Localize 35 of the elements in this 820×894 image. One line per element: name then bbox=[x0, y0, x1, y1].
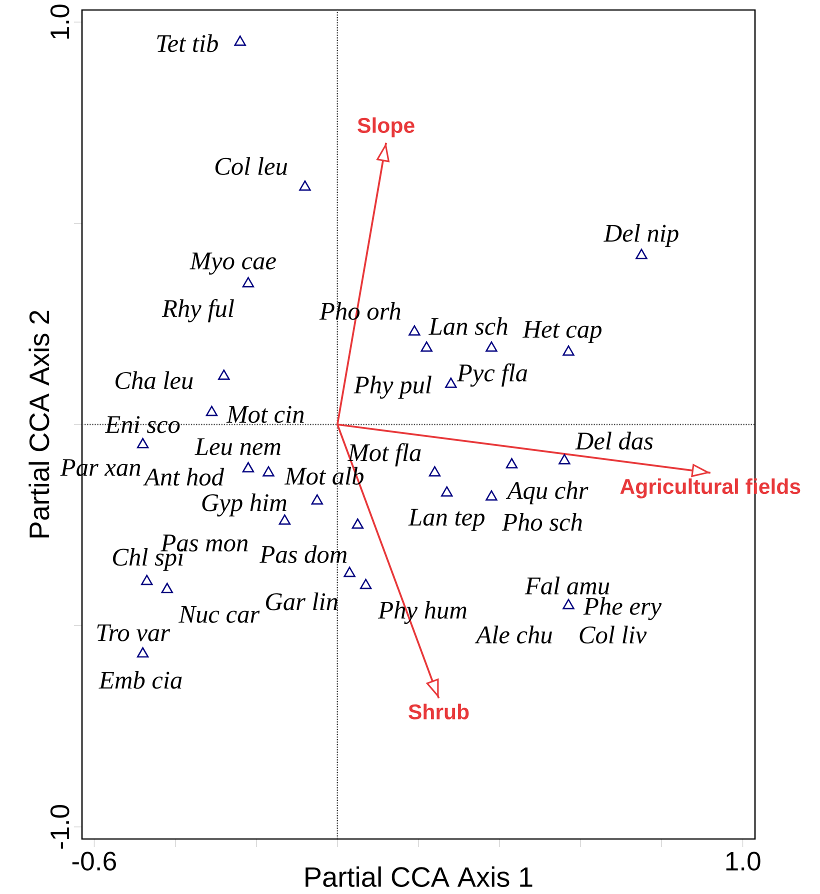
annotation: Mot cin bbox=[226, 406, 304, 423]
annotation: Phe ery bbox=[583, 597, 662, 620]
annotation: Gyp him bbox=[202, 493, 286, 516]
annotation: Col leu bbox=[215, 157, 288, 175]
annotation: Tro var bbox=[97, 624, 170, 642]
annotation: Ant hod bbox=[143, 468, 224, 486]
y-axis-title: Partial CCA Axis 2 bbox=[28, 310, 50, 538]
annotation: Rhy ful bbox=[162, 298, 234, 322]
annotation: Phy pul bbox=[354, 376, 432, 399]
annotation: Slope bbox=[358, 117, 414, 138]
x-tick-label: -0.6 bbox=[72, 852, 116, 871]
annotation: Lan sch bbox=[428, 317, 508, 335]
annotation: Fal amu bbox=[524, 576, 610, 595]
x-axis-title: Partial CCA Axis 1 bbox=[306, 866, 532, 887]
annotation: Leu nem bbox=[194, 438, 280, 456]
annotation: Cha leu bbox=[116, 371, 193, 390]
annotation: Pas dom bbox=[260, 545, 347, 564]
annotation: Shrub bbox=[408, 704, 469, 720]
annotation: Myo cae bbox=[190, 252, 276, 275]
annotation: Pho sch bbox=[502, 513, 582, 531]
annotation: Del das bbox=[575, 432, 653, 450]
annotation: Col liv bbox=[580, 626, 647, 644]
annotation: Tet tib bbox=[157, 34, 218, 52]
annotation: Ale chu bbox=[474, 626, 552, 644]
annotation: Del nip bbox=[604, 224, 678, 247]
annotation: Gar lin bbox=[266, 592, 338, 610]
annotation: Emb cia bbox=[98, 670, 182, 689]
annotation: Lan tep bbox=[408, 508, 484, 531]
annotation: Mot fla bbox=[347, 443, 421, 466]
annotation: Nuc car bbox=[178, 606, 260, 623]
annotation: Eni sco bbox=[104, 416, 180, 434]
annotation: Pyc fla bbox=[456, 363, 528, 387]
annotation: Aqu chr bbox=[506, 481, 588, 504]
y-tick-label: -1.0 bbox=[50, 805, 70, 849]
annotation: Het cap bbox=[522, 321, 602, 344]
